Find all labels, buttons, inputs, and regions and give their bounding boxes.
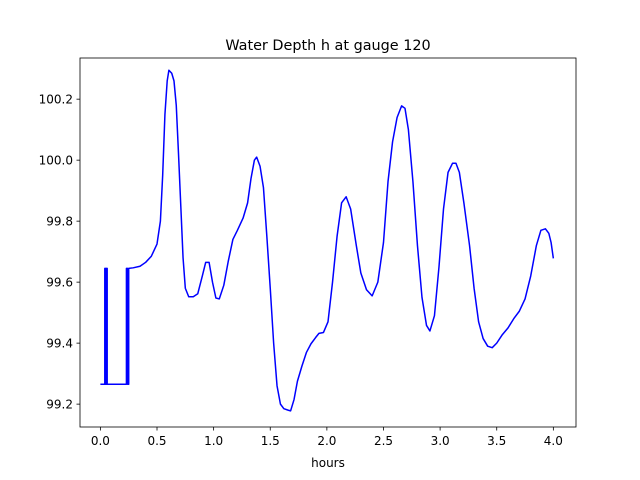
series-line-0 — [100, 69, 555, 412]
y-tick-label: 99.6 — [46, 275, 73, 289]
y-tick-label: 99.8 — [46, 214, 73, 228]
axes-frame — [79, 57, 577, 428]
x-tick-label: 3.5 — [487, 434, 506, 448]
y-tick-label: 99.4 — [46, 336, 73, 350]
plot-area: 0.0 0.5 1.0 1.5 2.0 2.5 3.0 3.5 4.0 99.2 99.4 99.6 9… — [39, 57, 577, 448]
y-tick-label: 100.2 — [39, 92, 73, 106]
x-tick-label: 4.0 — [544, 434, 563, 448]
chart-title: Water Depth h at gauge 120 — [225, 38, 430, 54]
y-tick-label: 99.2 — [46, 397, 73, 411]
x-tick-label: 2.0 — [317, 434, 336, 448]
x-tick-label: 1.5 — [261, 434, 280, 448]
x-tick-label: 0.5 — [147, 434, 166, 448]
x-tick-label: 0.0 — [91, 434, 110, 448]
x-tick-label: 3.0 — [431, 434, 450, 448]
x-tick-label: 2.5 — [374, 434, 393, 448]
y-tick-label: 100.0 — [39, 153, 73, 167]
x-tick-label: 1.0 — [204, 434, 223, 448]
x-axis-label: hours — [311, 456, 345, 470]
